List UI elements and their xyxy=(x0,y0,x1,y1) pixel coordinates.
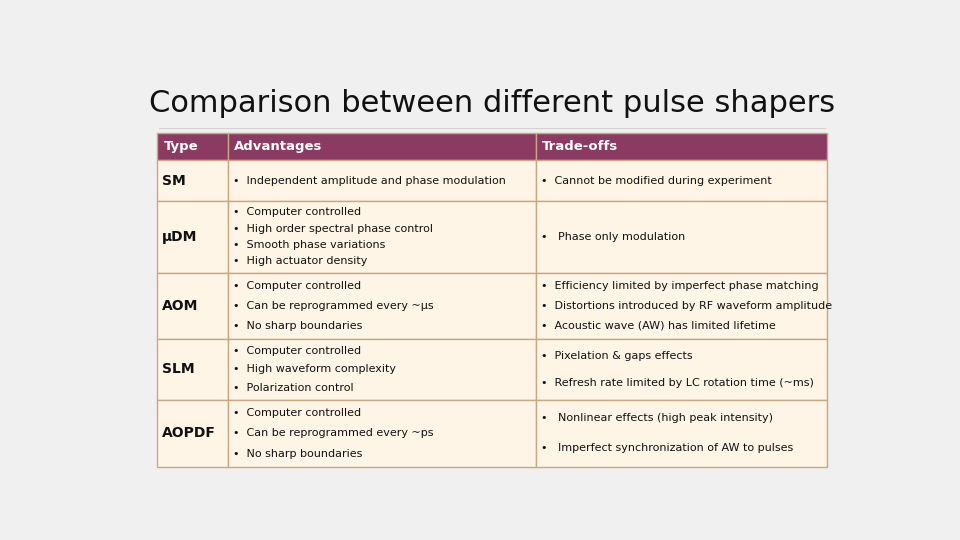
Text: Trade-offs: Trade-offs xyxy=(541,140,618,153)
Bar xyxy=(536,201,827,273)
Text: •  Can be reprogrammed every ~μs: • Can be reprogrammed every ~μs xyxy=(233,301,434,311)
Text: Type: Type xyxy=(163,140,198,153)
Text: •   Imperfect synchronization of AW to pulses: • Imperfect synchronization of AW to pul… xyxy=(540,443,793,454)
Text: •  Computer controlled: • Computer controlled xyxy=(233,408,361,418)
Text: •  Computer controlled: • Computer controlled xyxy=(233,281,361,291)
Bar xyxy=(536,400,827,467)
Text: •  Computer controlled: • Computer controlled xyxy=(233,346,361,356)
Text: •  Refresh rate limited by LC rotation time (~ms): • Refresh rate limited by LC rotation ti… xyxy=(540,378,814,388)
Text: •  High order spectral phase control: • High order spectral phase control xyxy=(233,224,433,234)
Bar xyxy=(228,160,536,201)
Bar xyxy=(536,160,827,201)
Text: •   Nonlinear effects (high peak intensity): • Nonlinear effects (high peak intensity… xyxy=(540,413,773,423)
Bar xyxy=(228,273,536,339)
Bar xyxy=(157,132,228,160)
Bar xyxy=(157,201,228,273)
Bar xyxy=(536,339,827,400)
Text: •  High actuator density: • High actuator density xyxy=(233,256,368,266)
Bar xyxy=(157,339,228,400)
Text: •   Phase only modulation: • Phase only modulation xyxy=(540,232,685,242)
Bar xyxy=(228,400,536,467)
Text: •  Independent amplitude and phase modulation: • Independent amplitude and phase modula… xyxy=(233,176,506,186)
Text: μDM: μDM xyxy=(162,230,197,244)
Bar xyxy=(228,201,536,273)
Bar xyxy=(228,339,536,400)
Bar xyxy=(228,132,536,160)
Bar xyxy=(536,132,827,160)
Text: •  Cannot be modified during experiment: • Cannot be modified during experiment xyxy=(540,176,772,186)
Bar xyxy=(157,400,228,467)
Text: •  No sharp boundaries: • No sharp boundaries xyxy=(233,321,362,331)
Text: •  Smooth phase variations: • Smooth phase variations xyxy=(233,240,385,250)
Text: •  High waveform complexity: • High waveform complexity xyxy=(233,364,396,374)
Text: SM: SM xyxy=(162,174,185,188)
Text: •  Efficiency limited by imperfect phase matching: • Efficiency limited by imperfect phase … xyxy=(540,281,819,291)
Text: •  Computer controlled: • Computer controlled xyxy=(233,207,361,218)
Text: AOM: AOM xyxy=(162,299,198,313)
Text: •  Pixelation & gaps effects: • Pixelation & gaps effects xyxy=(540,350,692,361)
Text: •  Distortions introduced by RF waveform amplitude: • Distortions introduced by RF waveform … xyxy=(540,301,832,311)
Bar xyxy=(157,160,228,201)
Text: •  No sharp boundaries: • No sharp boundaries xyxy=(233,449,362,458)
Text: Advantages: Advantages xyxy=(233,140,323,153)
Text: AOPDF: AOPDF xyxy=(162,426,216,440)
Text: SLM: SLM xyxy=(162,362,195,376)
Text: •  Can be reprogrammed every ~ps: • Can be reprogrammed every ~ps xyxy=(233,428,433,438)
Bar xyxy=(536,273,827,339)
Text: •  Polarization control: • Polarization control xyxy=(233,382,353,393)
Text: •  Acoustic wave (AW) has limited lifetime: • Acoustic wave (AW) has limited lifetim… xyxy=(540,321,776,331)
Text: Comparison between different pulse shapers: Comparison between different pulse shape… xyxy=(149,89,835,118)
Bar xyxy=(157,273,228,339)
